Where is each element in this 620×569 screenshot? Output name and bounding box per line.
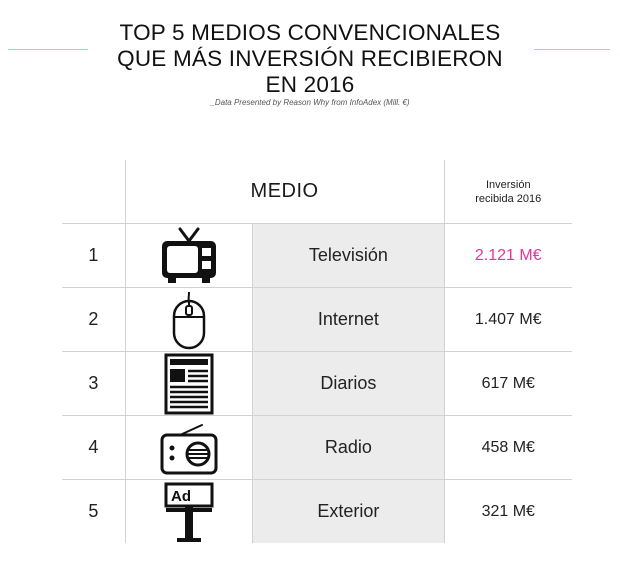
radio-icon [160, 423, 218, 474]
medio-name: Radio [252, 415, 445, 480]
header-medio: MEDIO [124, 160, 445, 224]
svg-text:Ad: Ad [171, 488, 191, 505]
ranking-table: MEDIO Inversión recibida 2016 1 Televisi… [62, 160, 572, 543]
medio-name: Diarios [252, 351, 445, 416]
medio-name: Internet [252, 287, 445, 352]
title-line-3: EN 2016 [265, 72, 355, 97]
table-row: 1 Televisión 2.121 M€ [62, 223, 572, 288]
mouse-icon [172, 291, 206, 349]
icon-cell [124, 223, 254, 288]
medio-name: Televisión [252, 223, 445, 288]
tv-icon [161, 227, 216, 283]
rank-cell: 5 [62, 479, 126, 543]
rank-cell: 3 [62, 351, 126, 416]
icon-cell [124, 351, 254, 416]
medio-name: Exterior [252, 479, 445, 543]
title-line-2: QUE MÁS INVERSIÓN RECIBIERON [117, 46, 503, 71]
title-block: TOP 5 MEDIOS CONVENCIONALES QUE MÁS INVE… [0, 20, 620, 107]
inversion-value: 321 M€ [443, 479, 572, 543]
billboard-icon: Ad [164, 482, 214, 542]
icon-cell [124, 287, 254, 352]
table-row: 5 Ad Exterior 321 M€ [62, 479, 572, 543]
header-inversion: Inversión recibida 2016 [443, 160, 572, 224]
table-row: 2 Internet 1.407 M€ [62, 287, 572, 352]
header-rank-cell [62, 160, 126, 224]
inversion-value: 1.407 M€ [443, 287, 572, 352]
table-row: 3 Diarios 617 M€ [62, 351, 572, 416]
inversion-value: 2.121 M€ [443, 223, 572, 288]
inversion-value: 458 M€ [443, 415, 572, 480]
table-header-row: MEDIO Inversión recibida 2016 [62, 160, 572, 224]
inversion-value: 617 M€ [443, 351, 572, 416]
header-inversion-line1: Inversión [485, 178, 531, 191]
decorative-line-right [534, 49, 610, 50]
icon-cell: Ad [124, 479, 254, 543]
icon-cell [124, 415, 254, 480]
decorative-line-left [8, 49, 88, 50]
table-row: 4 Radio 458 M€ [62, 415, 572, 480]
rank-cell: 4 [62, 415, 126, 480]
newspaper-icon [164, 353, 214, 414]
rank-cell: 2 [62, 287, 126, 352]
subtitle: _Data Presented by Reason Why from InfoA… [210, 98, 410, 107]
title-line-1: TOP 5 MEDIOS CONVENCIONALES [119, 20, 501, 45]
header-inversion-line2: recibida 2016 [475, 192, 542, 205]
rank-cell: 1 [62, 223, 126, 288]
